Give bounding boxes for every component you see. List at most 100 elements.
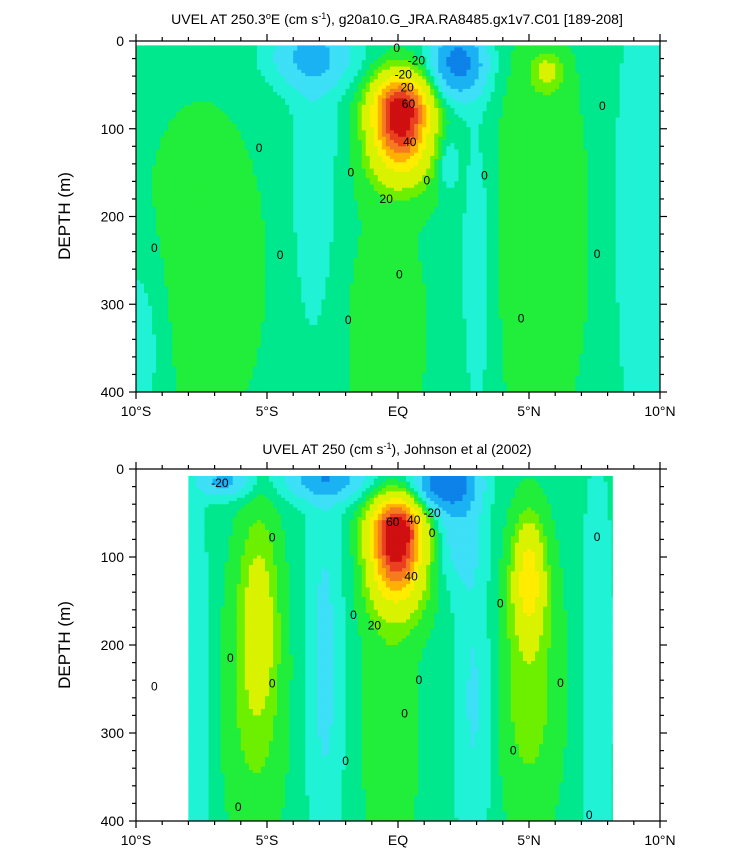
top-cell — [289, 136, 294, 141]
top-cell — [156, 171, 161, 176]
top-cell — [184, 47, 189, 52]
top-cell — [200, 261, 206, 265]
top-cell — [152, 104, 157, 109]
top-cell — [224, 222, 230, 227]
top-cell — [168, 331, 173, 336]
top-cell — [140, 136, 145, 141]
top-cell — [264, 286, 270, 291]
top-cell — [240, 213, 246, 218]
top-cell — [252, 219, 258, 224]
top-cell — [228, 283, 234, 288]
top-cell — [264, 95, 270, 100]
top-cell — [212, 72, 218, 77]
top-cell — [136, 356, 141, 361]
top-cell — [140, 363, 145, 368]
top-cell — [289, 347, 294, 352]
top-cell — [301, 273, 306, 278]
top-cell — [184, 273, 189, 278]
top-cell — [285, 366, 290, 371]
top-cell — [172, 344, 177, 348]
top-cell — [204, 257, 210, 262]
top-cell — [204, 50, 210, 55]
top-cell — [184, 155, 189, 160]
top-cell — [172, 175, 177, 179]
top-cell — [269, 382, 274, 387]
top-cell — [188, 206, 194, 211]
top-cell — [180, 302, 185, 307]
top-cell — [277, 168, 282, 173]
top-cell — [204, 92, 210, 96]
top-cell — [152, 356, 157, 361]
top-cell — [232, 85, 238, 90]
top-cell — [224, 369, 230, 374]
top-cell — [228, 56, 234, 61]
top-cell — [244, 171, 250, 176]
top-cell — [240, 85, 246, 90]
top-cell — [212, 347, 218, 352]
top-cell — [208, 60, 214, 64]
top-cell — [289, 162, 294, 167]
top-cell — [164, 376, 169, 380]
top-cell — [293, 72, 298, 77]
top-cell — [212, 312, 218, 317]
top-cell — [172, 60, 177, 64]
top-cell — [264, 111, 270, 115]
top-cell — [160, 92, 165, 96]
top-cell — [152, 296, 157, 301]
top-cell — [248, 229, 254, 234]
top-cell — [260, 366, 266, 371]
top-cell — [172, 226, 177, 230]
top-cell — [212, 45, 218, 48]
top-cell — [216, 353, 222, 358]
top-cell — [172, 312, 177, 317]
top-cell — [248, 334, 254, 339]
top-cell — [244, 280, 250, 285]
top-cell — [301, 165, 306, 170]
top-cell — [277, 114, 282, 119]
top-cell — [297, 200, 302, 205]
top-cell — [144, 60, 149, 64]
top-cell — [188, 114, 194, 119]
top-cell — [224, 366, 230, 371]
top-cell — [172, 280, 177, 285]
top-cell — [176, 184, 181, 189]
top-cell — [224, 286, 230, 291]
top-cell — [252, 340, 258, 345]
top-cell — [168, 136, 173, 141]
top-cell — [140, 353, 145, 358]
top-cell — [156, 302, 161, 307]
top-cell — [176, 206, 181, 211]
top-cell — [256, 213, 262, 218]
top-cell — [172, 139, 177, 144]
top-cell — [220, 219, 226, 224]
top-cell — [228, 267, 234, 272]
top-cell — [156, 347, 161, 352]
top-cell — [168, 369, 173, 374]
top-cell — [208, 321, 214, 326]
top-cell — [184, 296, 189, 301]
top-cell — [192, 139, 198, 144]
top-cell — [208, 50, 214, 55]
top-cell — [152, 82, 157, 87]
top-cell — [148, 203, 153, 208]
top-cell — [136, 92, 141, 96]
top-cell — [140, 171, 145, 176]
top-cell — [192, 104, 198, 109]
top-cell — [228, 149, 234, 154]
top-cell — [144, 98, 149, 103]
top-cell — [180, 184, 185, 189]
top-cell — [228, 190, 234, 195]
top-cell — [297, 95, 302, 100]
top-cell — [228, 66, 234, 71]
top-cell — [156, 261, 161, 265]
top-cell — [269, 133, 274, 138]
top-cell — [188, 360, 194, 364]
top-cell — [176, 347, 181, 352]
top-cell — [252, 321, 258, 326]
top-cell — [285, 203, 290, 208]
top-cell — [236, 56, 242, 61]
top-cell — [224, 197, 230, 202]
top-cell — [148, 334, 153, 339]
top-cell — [301, 206, 306, 211]
top-cell — [164, 162, 169, 167]
